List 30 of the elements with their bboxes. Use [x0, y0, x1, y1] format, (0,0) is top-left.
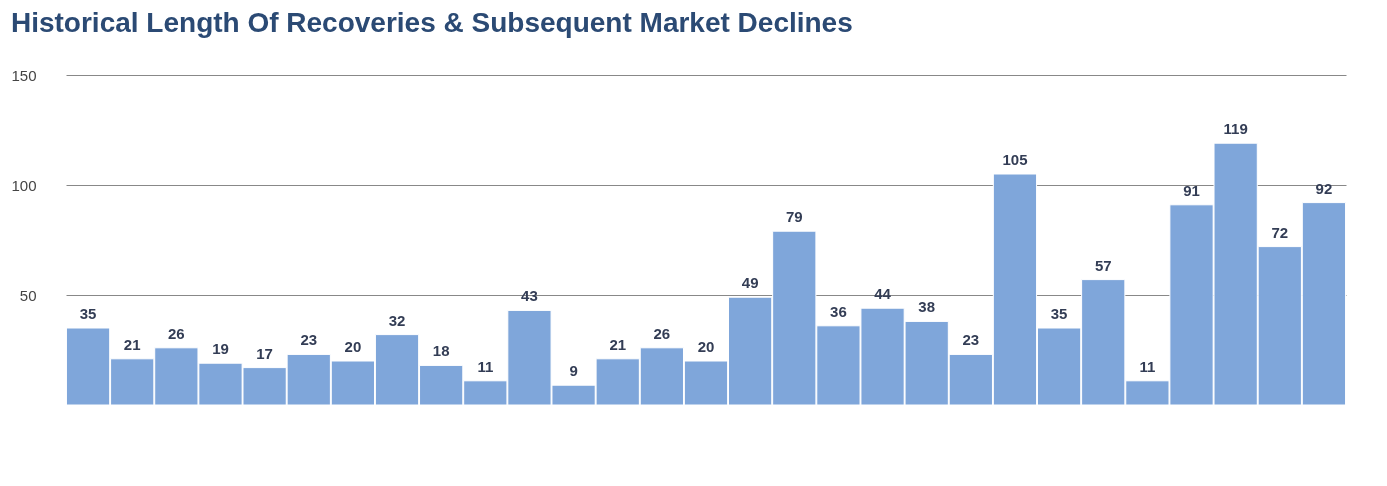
data-label: 72	[1271, 223, 1289, 241]
data-label: 17	[256, 344, 273, 362]
y-tick-label: 150	[11, 66, 37, 84]
data-label: 119	[1223, 120, 1248, 138]
data-label: 91	[1183, 181, 1200, 199]
data-label: 49	[741, 274, 759, 292]
data-label: 35	[1050, 305, 1068, 322]
data-label: 9	[569, 362, 578, 380]
chart-title: Historical Length Of Recoveries & Subsequent Market Declines	[10, 7, 853, 38]
data-label: 20	[344, 338, 362, 355]
data-label: 105	[1002, 151, 1028, 168]
data-label: 23	[300, 331, 318, 349]
data-label: 11	[477, 357, 494, 375]
data-label: 79	[785, 208, 803, 226]
y-tick-label: 50	[19, 286, 37, 304]
data-label: 21	[609, 335, 627, 353]
data-label: 23	[962, 331, 980, 349]
data-label: 35	[79, 305, 97, 322]
data-label: 19	[212, 340, 229, 358]
data-label: 36	[830, 302, 847, 320]
data-label: 26	[168, 324, 185, 342]
data-label: 57	[1094, 256, 1112, 274]
data-label: 21	[123, 335, 141, 353]
data-label: 20	[697, 338, 715, 355]
data-label: 11	[1139, 357, 1156, 375]
data-label: 18	[432, 342, 450, 360]
y-tick-label: 100	[11, 176, 37, 194]
data-label: 26	[653, 324, 671, 342]
data-label: 32	[388, 311, 406, 329]
data-label: 38	[918, 298, 936, 316]
